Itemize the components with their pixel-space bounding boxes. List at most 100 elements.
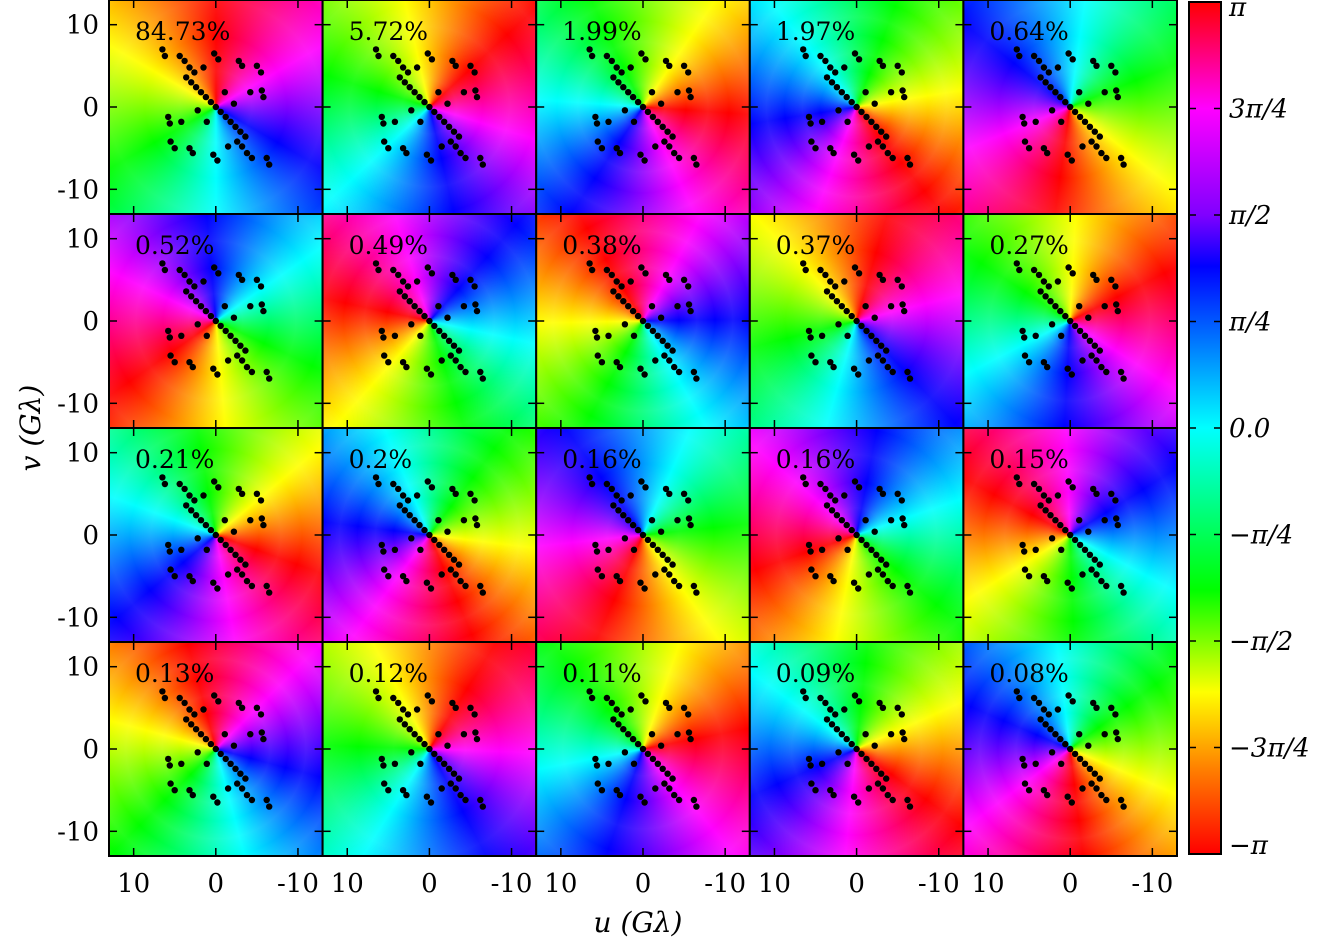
uv-point-14 bbox=[426, 745, 433, 753]
uv-point-40 bbox=[224, 785, 232, 792]
panel-label: 84.73% bbox=[135, 17, 230, 46]
uv-point-30 bbox=[214, 585, 221, 592]
uv-point-28 bbox=[472, 729, 479, 736]
uv-point-15 bbox=[644, 108, 652, 116]
uv-point-42 bbox=[462, 154, 469, 162]
uv-point-48 bbox=[871, 742, 878, 749]
x-axis-label: u (Gλ) bbox=[594, 906, 683, 939]
uv-point-10 bbox=[620, 512, 627, 519]
uv-points bbox=[586, 474, 700, 596]
uv-point-18 bbox=[659, 337, 666, 344]
uv-point-30 bbox=[641, 157, 648, 164]
uv-point-40 bbox=[224, 143, 232, 150]
uv-points bbox=[800, 260, 914, 382]
uv-point-26 bbox=[166, 334, 173, 341]
uv-point-17 bbox=[654, 760, 661, 767]
uv-point-40 bbox=[652, 143, 659, 150]
uv-point-27 bbox=[687, 521, 694, 529]
uv-point-43 bbox=[822, 271, 829, 279]
uv-point-20 bbox=[455, 347, 463, 354]
uv-point-46 bbox=[862, 89, 869, 96]
uv-point-34 bbox=[808, 780, 815, 787]
uv-point-29 bbox=[423, 151, 431, 158]
uv-point-44 bbox=[817, 52, 824, 60]
uv-point-43 bbox=[395, 271, 402, 279]
uv-point-24 bbox=[447, 780, 454, 787]
uv-point-43 bbox=[1035, 485, 1043, 493]
uv-point-39 bbox=[413, 492, 421, 499]
uv-point-41 bbox=[1098, 363, 1105, 371]
uv-point-9 bbox=[615, 721, 622, 728]
uv-point-24 bbox=[447, 566, 454, 573]
uv-point-7 bbox=[898, 283, 905, 290]
uv-point-33 bbox=[812, 359, 819, 366]
uv-point-1 bbox=[161, 52, 169, 60]
uv-point-36 bbox=[690, 582, 698, 590]
uv-point-9 bbox=[1042, 721, 1049, 728]
uv-point-14 bbox=[1067, 531, 1074, 539]
uv-point-25 bbox=[592, 755, 599, 763]
uv-point-16 bbox=[222, 541, 229, 549]
uv-point-17 bbox=[654, 118, 661, 126]
uv-point-21 bbox=[613, 64, 620, 71]
colorbar-tick-label: −π/4 bbox=[1229, 521, 1293, 551]
uv-point-48 bbox=[444, 100, 451, 107]
uv-point-11 bbox=[838, 731, 845, 738]
panel-13: 0.16% bbox=[535, 427, 751, 643]
uv-point-13 bbox=[207, 526, 215, 534]
uv-point-0 bbox=[159, 474, 166, 481]
uv-point-28 bbox=[899, 301, 906, 308]
uv-point-1 bbox=[161, 480, 169, 488]
uv-point-19 bbox=[450, 128, 458, 135]
uv-point-0 bbox=[586, 46, 593, 53]
uv-point-21 bbox=[827, 64, 834, 71]
uv-point-6 bbox=[253, 704, 261, 711]
uv-point-5 bbox=[452, 276, 459, 283]
uv-point-3 bbox=[1069, 56, 1076, 63]
uv-point-7 bbox=[257, 283, 265, 290]
uv-point-44 bbox=[817, 480, 824, 488]
uv-point-19 bbox=[237, 556, 244, 563]
uv-point-19 bbox=[664, 770, 671, 777]
uv-point-31 bbox=[189, 363, 196, 371]
panel-label: 0.09% bbox=[776, 659, 855, 688]
uv-point-47 bbox=[194, 107, 201, 114]
uv-point-17 bbox=[227, 546, 234, 553]
uv-point-8 bbox=[396, 74, 403, 81]
uv-point-41 bbox=[671, 363, 678, 371]
uv-point-6 bbox=[894, 704, 901, 711]
uv-point-20 bbox=[883, 347, 890, 354]
uv-point-10 bbox=[406, 298, 413, 305]
uv-point-1 bbox=[1016, 694, 1023, 702]
uv-point-17 bbox=[1081, 332, 1089, 339]
uv-point-24 bbox=[661, 352, 668, 359]
uv-point-30 bbox=[1068, 585, 1076, 592]
uv-point-21 bbox=[186, 278, 193, 285]
uv-point-28 bbox=[1113, 301, 1120, 308]
uv-point-4 bbox=[876, 699, 883, 707]
uv-point-2 bbox=[851, 478, 859, 485]
uv-point-32 bbox=[613, 145, 620, 152]
uv-point-26 bbox=[1020, 548, 1028, 555]
uv-point-15 bbox=[431, 322, 438, 330]
uv-point-23 bbox=[879, 571, 887, 578]
uv-point-28 bbox=[1113, 87, 1120, 94]
uv-point-13 bbox=[634, 526, 642, 534]
y-tick-label: -10 bbox=[57, 175, 99, 205]
uv-point-4 bbox=[235, 57, 242, 65]
uv-point-26 bbox=[807, 548, 814, 555]
uv-point-48 bbox=[657, 528, 665, 535]
uv-point-33 bbox=[1025, 359, 1033, 366]
uv-point-14 bbox=[639, 317, 647, 325]
uv-points bbox=[1013, 260, 1127, 382]
uv-point-6 bbox=[1108, 62, 1115, 69]
uv-point-37 bbox=[818, 760, 826, 767]
uv-point-30 bbox=[427, 157, 435, 164]
uv-point-17 bbox=[1081, 760, 1089, 767]
uv-point-10 bbox=[833, 84, 841, 91]
uv-point-15 bbox=[644, 536, 652, 544]
uv-point-10 bbox=[1047, 726, 1054, 733]
uv-point-4 bbox=[662, 57, 670, 65]
uv-point-38 bbox=[674, 517, 681, 524]
uv-point-11 bbox=[411, 731, 418, 738]
